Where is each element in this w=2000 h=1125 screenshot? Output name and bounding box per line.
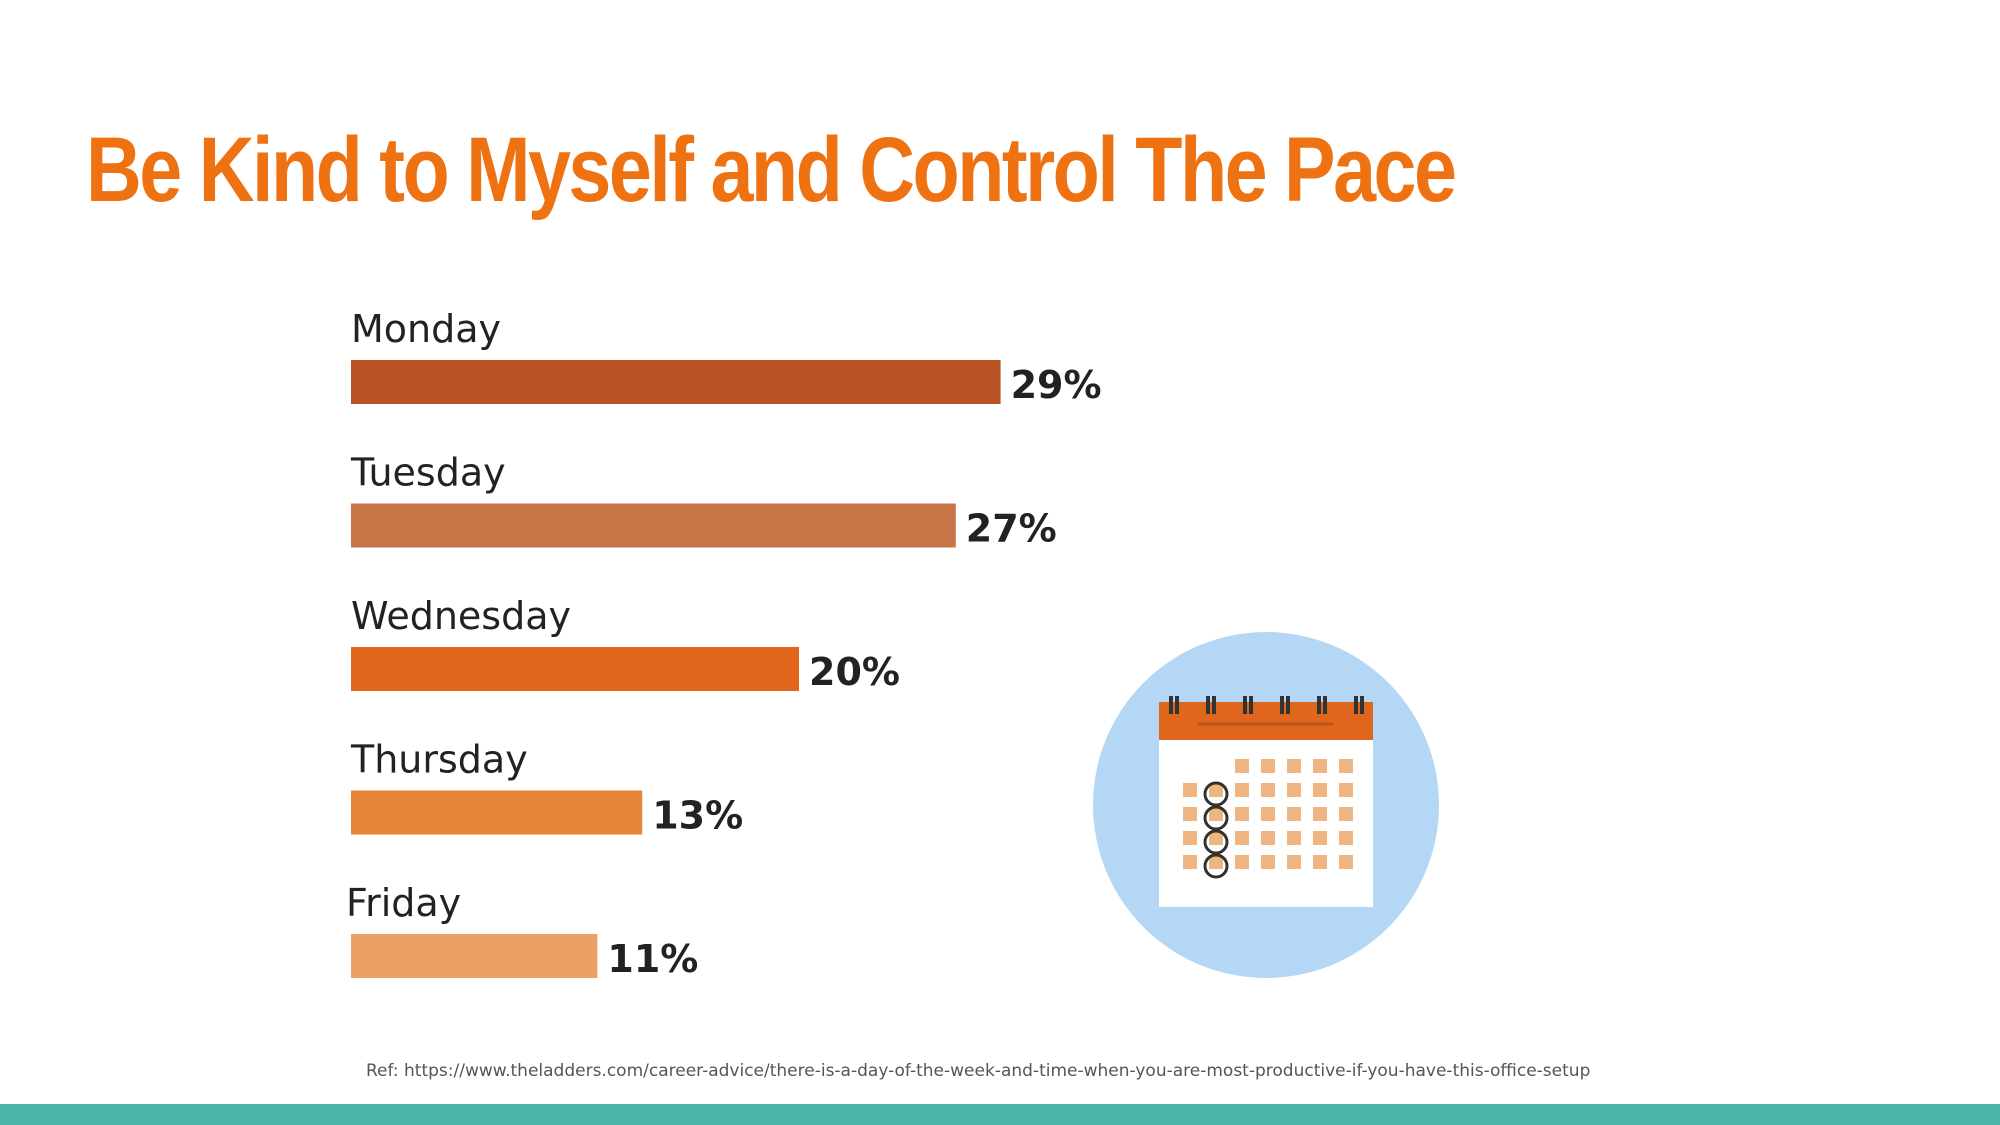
value-label-wednesday: 20% [809,650,900,694]
category-label-tuesday: Tuesday [350,451,506,495]
category-label-friday: Friday [346,881,461,925]
category-label-monday: Monday [351,307,501,351]
calendar-icon [1093,632,1439,978]
bar-friday [351,934,598,978]
bar-tuesday [351,503,956,548]
bottom-accent-bar [0,1104,2000,1125]
bar-monday [351,360,1001,404]
bar-thursday [351,790,643,835]
value-label-thursday: 13% [652,794,743,838]
value-label-tuesday: 27% [966,507,1057,551]
bar-wednesday [351,647,799,691]
category-label-wednesday: Wednesday [351,594,571,638]
category-label-thursday: Thursday [350,738,528,782]
slide-title: Be Kind to Myself and Control The Pace [86,119,1457,221]
reference-link[interactable]: Ref: https://www.theladders.com/career-a… [366,1061,1591,1081]
value-label-friday: 11% [607,937,698,981]
value-label-monday: 29% [1011,363,1102,407]
